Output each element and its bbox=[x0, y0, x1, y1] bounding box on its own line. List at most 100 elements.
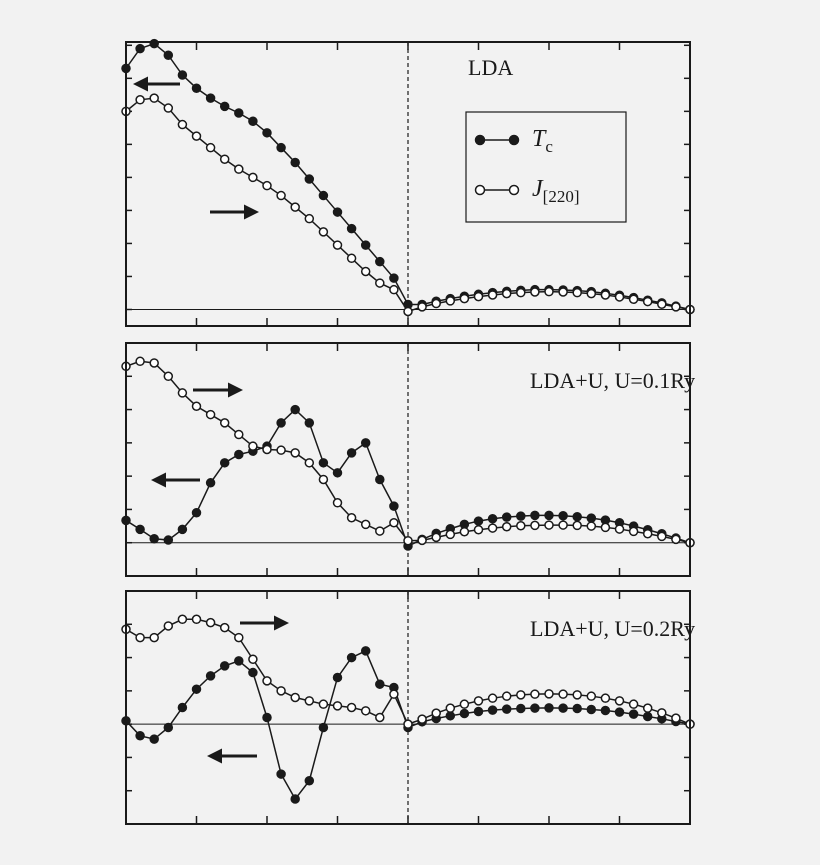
data-point bbox=[149, 632, 159, 643]
data-point bbox=[600, 290, 611, 300]
data-point bbox=[389, 273, 399, 283]
legend-name: J bbox=[532, 176, 544, 202]
legend-subscript: [220] bbox=[543, 187, 580, 206]
data-point bbox=[205, 409, 216, 420]
data-point bbox=[600, 522, 611, 533]
data-point bbox=[318, 227, 329, 237]
data-point bbox=[219, 622, 230, 633]
data-point bbox=[558, 287, 568, 297]
data-point bbox=[346, 253, 357, 264]
data-point bbox=[191, 508, 202, 518]
data-point bbox=[487, 693, 498, 703]
data-point bbox=[191, 614, 202, 625]
data-point bbox=[375, 679, 385, 689]
data-point bbox=[360, 706, 371, 716]
data-point bbox=[191, 401, 202, 411]
data-point bbox=[135, 731, 145, 741]
data-point bbox=[459, 699, 470, 709]
data-point bbox=[163, 722, 174, 733]
data-point bbox=[558, 520, 568, 530]
data-point bbox=[431, 532, 441, 543]
data-point bbox=[572, 703, 582, 714]
data-point bbox=[389, 517, 399, 528]
data-point bbox=[290, 157, 300, 168]
data-point bbox=[459, 526, 470, 537]
data-point bbox=[558, 511, 568, 521]
data-point bbox=[262, 712, 272, 723]
data-point bbox=[304, 775, 315, 786]
data-point bbox=[346, 513, 357, 523]
data-point bbox=[501, 512, 512, 522]
data-point bbox=[234, 632, 244, 643]
data-point bbox=[177, 119, 188, 130]
legend: Tc J[220] bbox=[465, 111, 627, 223]
data-point bbox=[586, 691, 597, 701]
data-point bbox=[135, 356, 145, 367]
data-point bbox=[586, 288, 597, 299]
data-point bbox=[191, 684, 202, 694]
data-point bbox=[614, 524, 625, 534]
data-point bbox=[276, 190, 286, 201]
data-point bbox=[332, 701, 343, 711]
annotation: LDA bbox=[468, 55, 513, 80]
data-point bbox=[163, 50, 174, 60]
data-point bbox=[516, 520, 526, 531]
data-point bbox=[375, 474, 385, 485]
data-point bbox=[219, 154, 230, 164]
data-point bbox=[205, 671, 216, 681]
data-point bbox=[487, 290, 498, 300]
legend-marker bbox=[508, 134, 520, 146]
data-point bbox=[163, 371, 174, 382]
data-point bbox=[403, 306, 413, 317]
data-point bbox=[262, 444, 272, 455]
data-point bbox=[276, 142, 286, 153]
panel: LDA+U, U=0.2Ry bbox=[121, 590, 695, 825]
data-point bbox=[417, 302, 427, 312]
data-point bbox=[558, 703, 568, 713]
data-point bbox=[628, 526, 639, 537]
data-point bbox=[586, 513, 597, 523]
data-point bbox=[177, 702, 188, 713]
data-point bbox=[459, 293, 470, 304]
data-point bbox=[530, 287, 540, 297]
legend-marker bbox=[474, 134, 486, 146]
legend-box bbox=[465, 111, 627, 223]
data-point bbox=[234, 449, 244, 460]
data-point bbox=[149, 533, 159, 544]
data-point bbox=[304, 418, 315, 428]
data-point bbox=[501, 521, 512, 532]
data-point bbox=[501, 288, 512, 299]
data-point bbox=[163, 103, 174, 113]
data-point bbox=[205, 617, 216, 628]
legend-marker bbox=[508, 184, 520, 196]
data-point bbox=[149, 734, 159, 744]
data-point bbox=[614, 707, 625, 717]
data-point bbox=[657, 531, 667, 542]
data-point bbox=[290, 692, 300, 703]
data-point bbox=[332, 207, 343, 217]
annotation: LDA+U, U=0.1Ry bbox=[530, 368, 695, 393]
data-point bbox=[417, 535, 427, 546]
data-point bbox=[445, 711, 456, 721]
panel: LDA Tc J[220] bbox=[121, 38, 695, 327]
data-point bbox=[558, 689, 568, 699]
data-point bbox=[389, 501, 399, 511]
arrows bbox=[133, 76, 289, 764]
data-point bbox=[572, 287, 582, 298]
annotation: LDA+U, U=0.2Ry bbox=[530, 616, 695, 641]
data-point bbox=[304, 696, 315, 706]
data-point bbox=[346, 702, 357, 713]
data-point bbox=[318, 722, 329, 733]
data-point bbox=[219, 101, 230, 112]
frame bbox=[125, 342, 691, 577]
data-point bbox=[177, 70, 188, 80]
data-point bbox=[149, 38, 159, 49]
data-point bbox=[191, 131, 202, 141]
data-point bbox=[431, 298, 441, 309]
data-point bbox=[276, 445, 286, 455]
data-point bbox=[248, 654, 258, 664]
data-point bbox=[304, 174, 315, 184]
data-point bbox=[248, 441, 258, 451]
